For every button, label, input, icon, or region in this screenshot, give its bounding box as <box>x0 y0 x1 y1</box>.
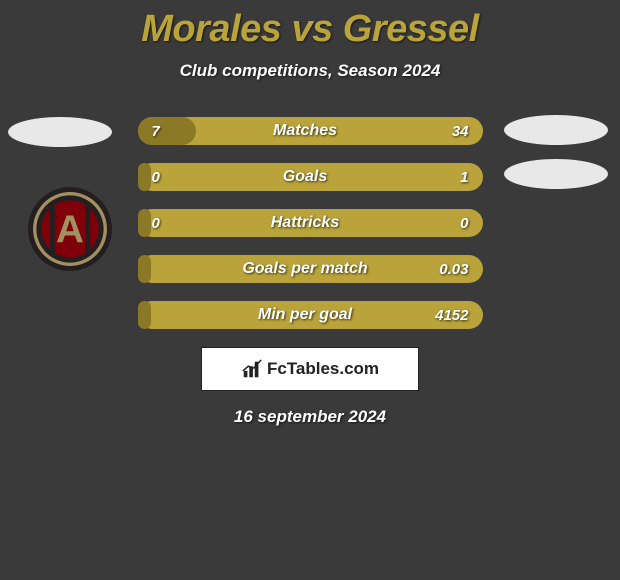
stat-row: Goals per match0.03 <box>138 255 483 283</box>
stat-label: Min per goal <box>188 306 423 324</box>
subtitle: Club competitions, Season 2024 <box>0 61 620 81</box>
stat-row-fill <box>138 255 152 283</box>
stat-value-left: 0 <box>138 169 188 186</box>
brand-box[interactable]: FcTables.com <box>201 347 419 391</box>
player-photo-placeholder-left <box>8 117 112 147</box>
stat-row: 7Matches34 <box>138 117 483 145</box>
club-badge: A <box>28 187 112 271</box>
stat-value-right: 1 <box>423 169 483 186</box>
stat-label: Hattricks <box>188 214 423 232</box>
stat-value-right: 0.03 <box>423 261 483 278</box>
date-text: 16 september 2024 <box>0 407 620 427</box>
stat-value-right: 4152 <box>423 307 483 324</box>
atlanta-united-icon: A <box>28 187 112 271</box>
svg-text:A: A <box>56 208 84 251</box>
stat-value-left: 0 <box>138 215 188 232</box>
comparison-panel: A 7Matches340Goals10Hattricks0Goals per … <box>0 117 620 427</box>
stat-label: Matches <box>188 122 423 140</box>
stat-value-right: 34 <box>423 123 483 140</box>
page-title: Morales vs Gressel <box>0 0 620 51</box>
stat-label: Goals per match <box>188 260 423 278</box>
stat-row: 0Hattricks0 <box>138 209 483 237</box>
stat-value-left: 7 <box>138 123 188 140</box>
brand-text: FcTables.com <box>267 359 379 379</box>
stat-value-right: 0 <box>423 215 483 232</box>
player-photo-placeholder-right-1 <box>504 115 608 145</box>
player-photo-placeholder-right-2 <box>504 159 608 189</box>
stat-label: Goals <box>188 168 423 186</box>
stat-row: Min per goal4152 <box>138 301 483 329</box>
stat-row-fill <box>138 301 152 329</box>
bar-chart-icon <box>241 358 263 380</box>
stat-rows: 7Matches340Goals10Hattricks0Goals per ma… <box>138 117 483 329</box>
stat-row: 0Goals1 <box>138 163 483 191</box>
